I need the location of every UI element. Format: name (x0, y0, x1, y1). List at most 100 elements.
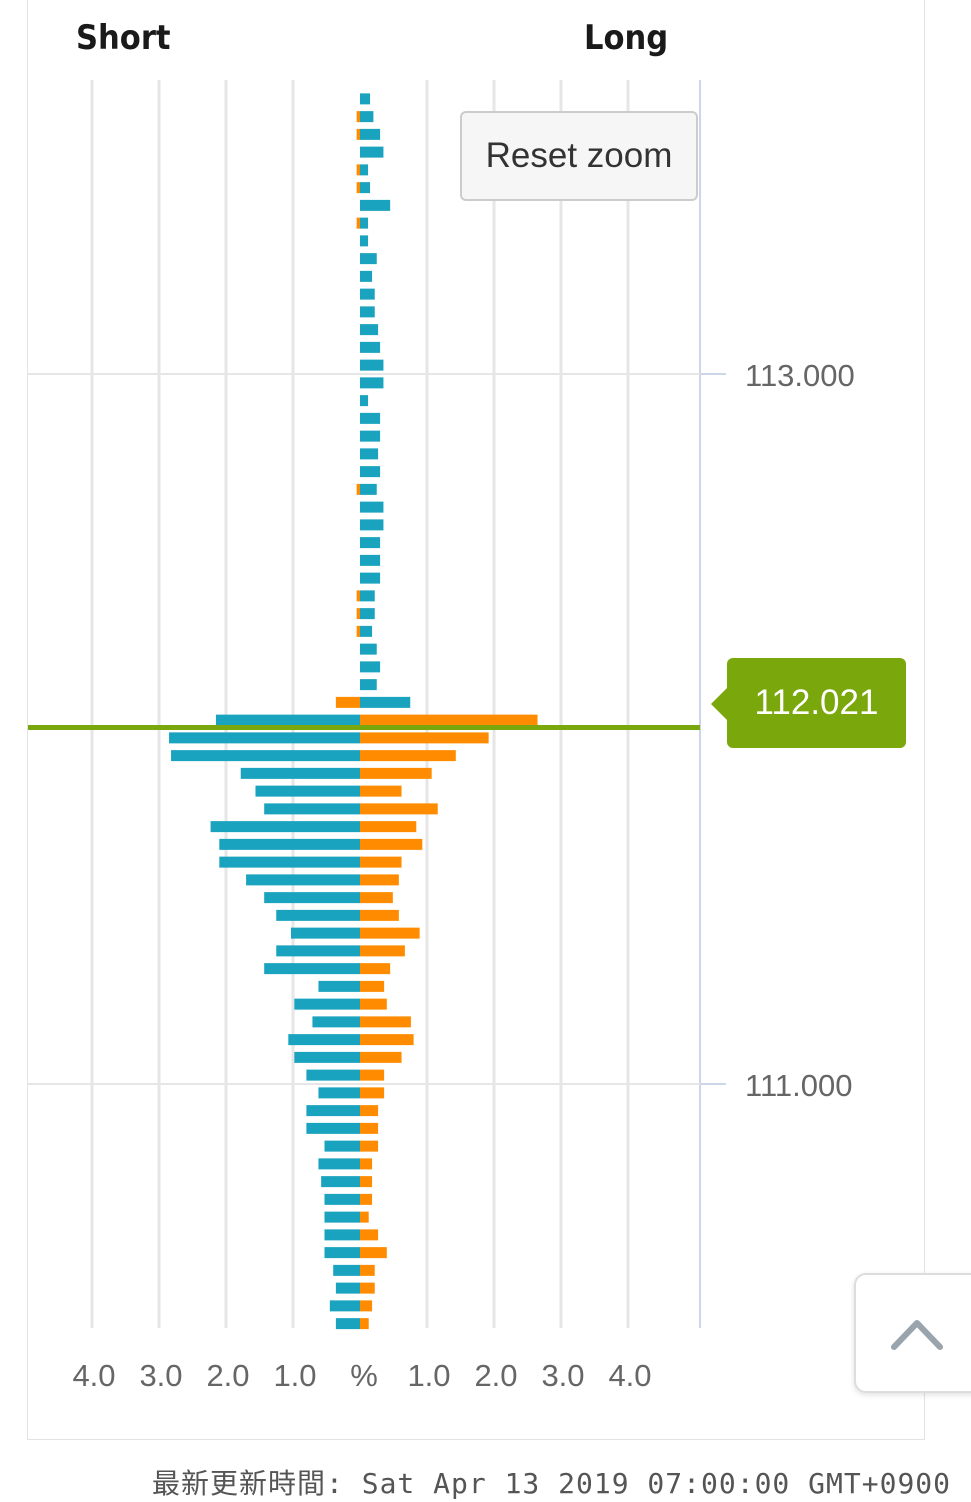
short-header: Short (76, 18, 171, 58)
long-bar (360, 537, 381, 549)
long-bar (360, 448, 379, 460)
long-bar (360, 1264, 375, 1276)
chevron-up-icon (891, 1320, 943, 1350)
scroll-to-top-button[interactable] (854, 1273, 971, 1393)
short-bar (306, 1122, 360, 1134)
short-bar (324, 1211, 360, 1223)
long-bar (360, 732, 489, 744)
short-bar (240, 767, 360, 779)
short-bar (306, 1105, 360, 1117)
x-tick-label: 1.0 (407, 1358, 450, 1393)
long-bar (360, 679, 377, 691)
short-bar (321, 1176, 360, 1188)
long-bar (360, 1282, 375, 1294)
x-tick-label: 3.0 (139, 1358, 182, 1393)
long-bar (360, 1193, 373, 1205)
long-bar (360, 217, 369, 229)
long-bar (360, 1300, 373, 1312)
x-tick-label: 1.0 (273, 1358, 316, 1393)
long-bar (360, 1016, 411, 1028)
long-bar (360, 501, 384, 513)
short-bar (255, 785, 360, 797)
long-bar (360, 93, 371, 105)
long-bar (360, 554, 381, 566)
x-center-label: % (350, 1358, 378, 1393)
short-bar (318, 1087, 360, 1099)
short-bar (171, 750, 360, 762)
long-bar (360, 253, 377, 265)
long-bar (360, 821, 417, 833)
long-bar (360, 1247, 387, 1259)
x-tick-label: 2.0 (206, 1358, 249, 1393)
long-bar (360, 696, 411, 708)
long-bar (360, 803, 438, 815)
short-bar (219, 856, 360, 868)
long-bar (360, 1176, 373, 1188)
short-bar (264, 963, 360, 975)
long-bar (360, 1087, 385, 1099)
chart-panel: Short Long 113.000 111.000 4.0 3.0 2.0 1.0% 1.… (27, 0, 925, 1440)
y-tick-label: 111.000 (745, 1068, 852, 1103)
long-bar (360, 980, 385, 992)
short-bar (335, 1318, 360, 1330)
short-bar (276, 945, 360, 957)
short-bar (356, 182, 360, 194)
long-bar (360, 341, 381, 353)
long-bar (360, 1211, 369, 1223)
long-bar (360, 1158, 373, 1170)
order-book-chart[interactable]: 113.000 111.000 4.0 3.0 2.0 1.0% 1.0 2.0 3.0 4.0 (28, 0, 926, 1440)
short-bar (324, 1140, 360, 1152)
long-bar (360, 111, 374, 123)
long-bar (360, 359, 384, 371)
long-bar (360, 785, 402, 797)
short-bar (294, 998, 360, 1010)
reset-zoom-button[interactable]: Reset zoom (460, 111, 698, 201)
short-bar (356, 217, 360, 229)
current-price-label: 112.021 (727, 658, 906, 748)
long-bar (360, 750, 456, 762)
long-bar (360, 182, 371, 194)
long-bar (360, 1069, 385, 1081)
short-bar (276, 909, 360, 921)
long-bar (360, 483, 377, 495)
long-bar (360, 625, 373, 637)
long-bar (360, 128, 381, 140)
long-bar (360, 590, 375, 602)
long-bar (360, 963, 391, 975)
long-bar (360, 1229, 379, 1241)
long-bar (360, 377, 384, 389)
long-bar (360, 1105, 379, 1117)
current-price-pointer (711, 687, 728, 721)
long-bar (360, 927, 420, 939)
short-bar (356, 625, 360, 637)
short-bar (324, 1229, 360, 1241)
short-bar (312, 1016, 360, 1028)
short-bar (318, 1158, 360, 1170)
x-tick-label: 3.0 (541, 1358, 584, 1393)
last-updated-text: 最新更新時間: Sat Apr 13 2019 07:00:00 GMT+090… (152, 1467, 952, 1500)
short-bar (335, 696, 360, 708)
y-tick-label: 113.000 (745, 358, 855, 393)
short-bar (264, 803, 360, 815)
long-bar (360, 874, 399, 886)
long-bar (360, 661, 381, 673)
long-bar (360, 466, 381, 478)
short-bar (264, 892, 360, 904)
short-bar (290, 927, 360, 939)
long-bar (360, 199, 391, 211)
long-bar (360, 164, 369, 176)
short-bar (215, 714, 360, 726)
short-bar (324, 1193, 360, 1205)
long-bar (360, 1140, 379, 1152)
short-bar (219, 838, 360, 850)
long-bar (360, 306, 375, 318)
long-bar (360, 395, 369, 407)
long-bar (360, 572, 381, 584)
long-bar (360, 998, 387, 1010)
short-bar (306, 1069, 360, 1081)
long-bar (360, 324, 379, 336)
long-bar (360, 1051, 402, 1063)
long-bar (360, 838, 423, 850)
short-bar (318, 980, 360, 992)
long-bar (360, 1318, 369, 1330)
